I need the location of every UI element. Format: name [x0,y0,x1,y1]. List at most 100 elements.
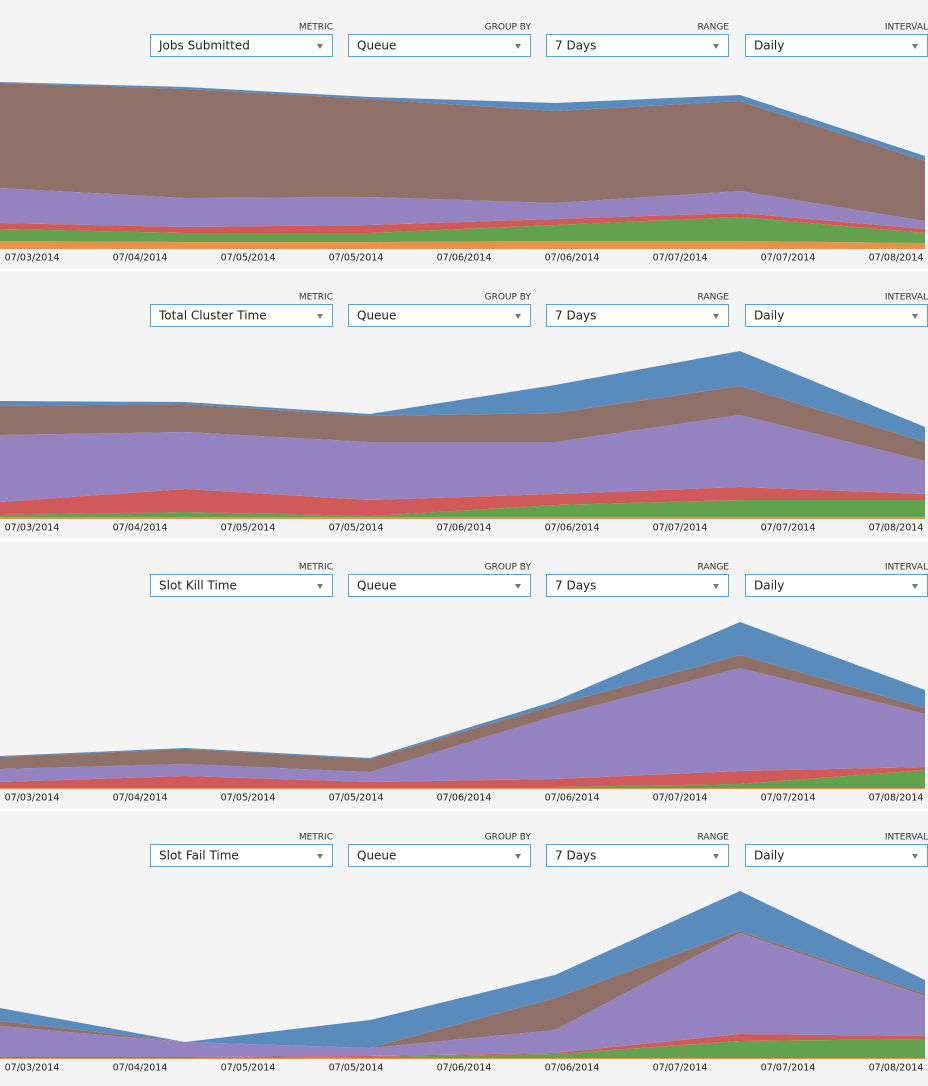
dropdown-value[interactable]: Queue [357,309,396,323]
dropdown[interactable]: Total Cluster Time [150,304,333,327]
x-tick-label: 07/06/2014 [545,793,600,804]
dropdown-value[interactable]: 7 Days [555,849,596,863]
control-label: INTERVAL [885,563,928,573]
dropdown-value[interactable]: Daily [754,39,784,53]
x-tick-label: 07/03/2014 [5,523,60,534]
x-tick-label: 07/05/2014 [329,793,384,804]
x-tick-label: 07/06/2014 [545,253,600,264]
x-tick-label: 07/06/2014 [437,253,492,264]
x-tick-label: 07/05/2014 [221,253,276,264]
dropdown[interactable]: Jobs Submitted [150,34,333,57]
dropdown-value[interactable]: Slot Fail Time [159,849,239,863]
dropdown[interactable]: Queue [348,34,531,57]
dropdown-arrow[interactable] [515,44,521,49]
dropdown-value[interactable]: Queue [357,579,396,593]
dropdown-arrow[interactable] [713,314,719,319]
x-tick-label: 07/05/2014 [221,523,276,534]
dropdown-arrow[interactable] [317,314,323,319]
area [0,386,925,461]
dropdown-box[interactable] [348,574,531,597]
dropdown-value[interactable]: Slot Kill Time [159,579,237,593]
x-tick-label: 07/06/2014 [545,1063,600,1074]
area [0,767,925,787]
dropdown-box[interactable] [546,304,729,327]
dropdown-arrow[interactable] [912,314,918,319]
dropdown-arrow[interactable] [912,44,918,49]
x-tick-label: 07/05/2014 [329,523,384,534]
dropdown[interactable]: Daily [745,304,928,327]
dropdown[interactable]: 7 Days [546,34,729,57]
area [0,213,925,233]
dropdown[interactable]: 7 Days [546,304,729,327]
dropdown-arrow[interactable] [317,44,323,49]
area [0,188,925,229]
dropdown-box[interactable] [348,304,531,327]
area [0,770,925,788]
dropdown-value[interactable]: 7 Days [555,39,596,53]
dropdown-box[interactable] [546,844,729,867]
dropdown-value[interactable]: Queue [357,39,396,53]
x-tick-label: 07/07/2014 [761,793,816,804]
dropdown-arrow[interactable] [912,854,918,859]
dropdown-value[interactable]: Queue [357,849,396,863]
x-tick-label: 07/08/2014 [869,1063,924,1074]
dropdown-value[interactable]: 7 Days [555,309,596,323]
x-tick-label: 07/06/2014 [437,793,492,804]
dropdown-box[interactable] [348,844,531,867]
x-axis-band [0,1059,928,1077]
dropdown-arrow[interactable] [515,314,521,319]
x-axis-band [0,789,928,807]
x-tick-label: 07/04/2014 [113,793,168,804]
dropdown-box[interactable] [546,34,729,57]
dropdown-value[interactable]: Total Cluster Time [158,309,267,323]
dropdown-box[interactable] [150,34,333,57]
dropdown[interactable]: Queue [348,304,531,327]
dropdown-arrow[interactable] [713,584,719,589]
control-label: GROUP BY [485,833,532,843]
area [0,487,925,516]
dropdown[interactable]: Daily [745,574,928,597]
dropdown[interactable]: Slot Kill Time [150,574,333,597]
area [0,1034,925,1058]
control-label: GROUP BY [485,563,532,573]
dropdown-arrow[interactable] [317,584,323,589]
dropdown-arrow[interactable] [912,584,918,589]
area [0,415,925,502]
area [0,931,925,1048]
dropdown[interactable]: 7 Days [546,844,729,867]
area [0,500,925,517]
dropdown[interactable]: Slot Fail Time [150,844,333,867]
control-label: METRIC [299,833,333,843]
dropdown-box[interactable] [150,304,333,327]
dropdown[interactable]: Queue [348,574,531,597]
dropdown-box[interactable] [150,844,333,867]
dropdown-arrow[interactable] [515,584,521,589]
dropdown-box[interactable] [546,574,729,597]
control-label: RANGE [698,833,730,843]
dropdown-value[interactable]: 7 Days [555,579,596,593]
dropdown-arrow[interactable] [515,854,521,859]
dropdown[interactable]: 7 Days [546,574,729,597]
area [0,1039,925,1058]
dropdown[interactable]: Daily [745,34,928,57]
dropdown-arrow[interactable] [317,854,323,859]
area [0,622,925,759]
x-tick-label: 07/05/2014 [329,253,384,264]
control-label: GROUP BY [485,23,532,33]
x-tick-label: 07/04/2014 [113,1063,168,1074]
dropdown-box[interactable] [150,574,333,597]
dropdown[interactable]: Daily [745,844,928,867]
dropdown-arrow[interactable] [713,854,719,859]
dropdown[interactable]: Queue [348,844,531,867]
area [0,217,925,243]
dropdown-value[interactable]: Daily [754,579,784,593]
dropdown-box[interactable] [348,34,531,57]
x-tick-label: 07/07/2014 [653,1063,708,1074]
dropdown-value[interactable]: Jobs Submitted [158,39,250,53]
dropdown-value[interactable]: Daily [754,309,784,323]
dropdown-arrow[interactable] [713,44,719,49]
area [0,668,925,782]
dropdown-value[interactable]: Daily [754,849,784,863]
control-label: INTERVAL [885,833,928,843]
x-tick-label: 07/07/2014 [653,253,708,264]
